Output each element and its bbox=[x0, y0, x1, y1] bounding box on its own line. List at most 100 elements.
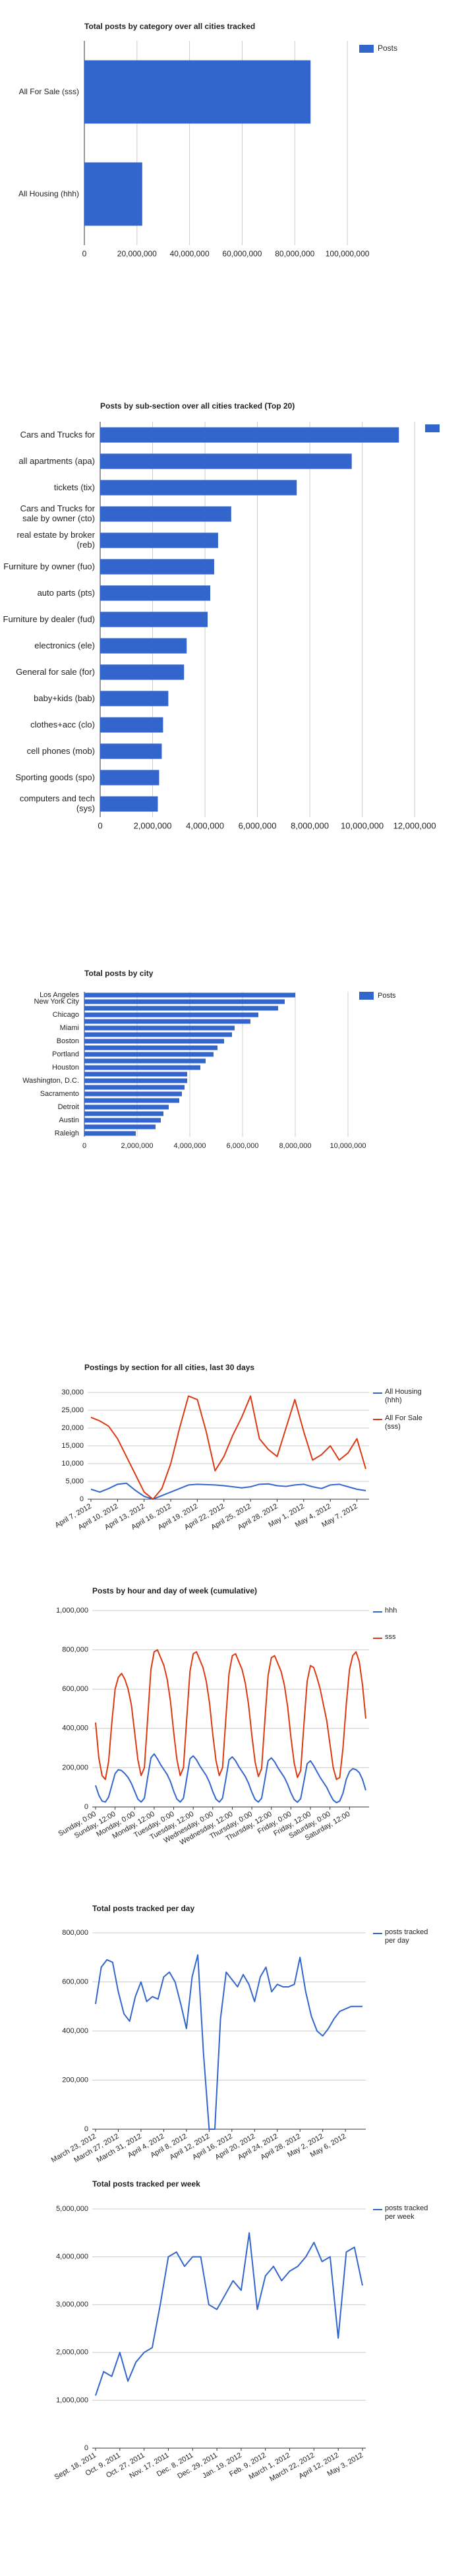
x-tick-label: 8,000,000 bbox=[291, 820, 329, 830]
y-tick-label-box: All Housing (hhh) bbox=[18, 189, 79, 198]
bar bbox=[84, 1039, 224, 1044]
x-tick-label: 2,000,000 bbox=[121, 1142, 154, 1150]
y-tick-label: Detroit bbox=[57, 1102, 79, 1111]
y-tick-label: clothes+acc (clo) bbox=[30, 719, 95, 730]
bar bbox=[84, 1124, 156, 1130]
y-tick-label: Cars and Trucks for sale by owner (cto) bbox=[20, 503, 95, 523]
y-tick-label-box: Sporting goods (spo) bbox=[15, 772, 95, 782]
legend-label-box: posts tracked per week bbox=[385, 2204, 428, 2221]
y-tick-label-box: clothes+acc (clo) bbox=[30, 719, 95, 730]
y-tick-label-box: auto parts (pts) bbox=[37, 587, 95, 598]
y-tick-label: 400,000 bbox=[62, 2027, 88, 2035]
y-tick-label: 800,000 bbox=[62, 1929, 88, 1937]
y-tick-label: auto parts (pts) bbox=[37, 587, 95, 598]
y-tick-label: electronics (ele) bbox=[34, 640, 95, 650]
x-tick-label: 60,000,000 bbox=[222, 249, 262, 258]
bar bbox=[84, 1019, 250, 1024]
y-tick-label: General for sale (for) bbox=[16, 666, 95, 677]
y-tick-label: 1,000,000 bbox=[56, 1607, 88, 1615]
bar bbox=[84, 1045, 217, 1050]
y-tick-label: 5,000,000 bbox=[56, 2205, 88, 2213]
y-tick-label: 600,000 bbox=[62, 1978, 88, 1986]
bar bbox=[100, 585, 210, 601]
legend-label-box: posts tracked per day bbox=[385, 1928, 428, 1945]
y-tick-label-box: Furniture by dealer (fud) bbox=[3, 614, 95, 624]
y-tick-label: all apartments (apa) bbox=[18, 455, 95, 466]
y-tick-label-box: Los Angeles bbox=[40, 990, 79, 999]
y-tick-label: 0 bbox=[84, 2444, 88, 2452]
line-series bbox=[95, 1954, 362, 2130]
y-tick-label: 1,000,000 bbox=[56, 2396, 88, 2404]
y-tick-label-box: tickets (tix) bbox=[53, 482, 95, 492]
y-tick-label: Houston bbox=[52, 1063, 79, 1072]
y-tick-label: Chicago bbox=[52, 1010, 79, 1019]
bar bbox=[84, 1118, 161, 1123]
y-tick-label: 10,000 bbox=[61, 1460, 84, 1468]
bar bbox=[84, 1025, 235, 1031]
y-tick-label-box: Furniture by owner (fuo) bbox=[3, 561, 95, 571]
x-tick-label: 6,000,000 bbox=[239, 820, 277, 830]
bar bbox=[84, 1098, 179, 1103]
legend-label: Posts bbox=[378, 992, 396, 1000]
y-tick-label-box: New York City bbox=[34, 998, 79, 1006]
y-tick-label: 2,000,000 bbox=[56, 2349, 88, 2357]
y-tick-label: 0 bbox=[84, 2125, 88, 2133]
y-tick-label: Boston bbox=[56, 1037, 79, 1045]
bar bbox=[100, 664, 185, 680]
y-tick-label: 3,000,000 bbox=[56, 2301, 88, 2308]
y-tick-label: 200,000 bbox=[62, 2076, 88, 2084]
y-tick-label-box: Detroit bbox=[57, 1102, 79, 1111]
legend-label: Posts bbox=[378, 43, 397, 53]
chart-title: Total posts tracked per week bbox=[92, 2179, 200, 2189]
y-tick-label: Furniture by owner (fuo) bbox=[3, 561, 95, 571]
y-tick-label: All For Sale (sss) bbox=[18, 86, 79, 96]
bar bbox=[84, 1131, 136, 1136]
x-tick-label: 8,000,000 bbox=[279, 1142, 312, 1150]
y-tick-label-box: Boston bbox=[56, 1037, 79, 1045]
x-tick-label: 0 bbox=[98, 820, 102, 830]
y-tick-label-box: cell phones (mob) bbox=[27, 746, 95, 756]
y-tick-label: Sacramento bbox=[40, 1089, 79, 1098]
chart-title: Posts by sub-section over all cities tra… bbox=[100, 401, 295, 411]
bar bbox=[84, 1052, 214, 1057]
y-tick-label: 800,000 bbox=[62, 1646, 88, 1654]
legend-swatch bbox=[359, 45, 374, 53]
bar bbox=[100, 506, 231, 522]
line-series bbox=[95, 1753, 366, 1804]
y-tick-label: computers and tech (sys) bbox=[19, 793, 95, 813]
x-tick-label: 0 bbox=[82, 249, 87, 258]
legend-label: sss bbox=[385, 1633, 396, 1641]
bar bbox=[84, 1104, 169, 1110]
bar bbox=[84, 992, 295, 998]
x-tick-label: 40,000,000 bbox=[170, 249, 210, 258]
y-tick-label: Sporting goods (spo) bbox=[15, 772, 95, 782]
y-tick-label: tickets (tix) bbox=[53, 482, 95, 492]
y-tick-label-box: all apartments (apa) bbox=[18, 455, 95, 466]
bar bbox=[100, 770, 159, 786]
y-tick-label-box: Chicago bbox=[52, 1010, 79, 1019]
x-tick-label: 20,000,000 bbox=[117, 249, 157, 258]
bar bbox=[84, 1012, 258, 1017]
legend-label: All Housing (hhh) bbox=[385, 1388, 422, 1404]
line-series bbox=[90, 1482, 366, 1500]
y-tick-label: 600,000 bbox=[62, 1685, 88, 1693]
y-tick-label: Miami bbox=[59, 1023, 79, 1032]
bar bbox=[100, 638, 187, 654]
legend-label-box: All For Sale (sss) bbox=[385, 1414, 422, 1431]
bar bbox=[84, 1091, 182, 1097]
x-tick-label: 2,000,000 bbox=[134, 820, 172, 830]
chart-title: Total posts by category over all cities … bbox=[84, 22, 255, 31]
legend-label: All For Sale (sss) bbox=[385, 1414, 422, 1431]
y-tick-label: 200,000 bbox=[62, 1763, 88, 1771]
bar bbox=[84, 162, 142, 226]
bar bbox=[100, 691, 169, 706]
y-tick-label-box: Austin bbox=[59, 1116, 79, 1124]
y-tick-label: 0 bbox=[80, 1495, 84, 1503]
bar bbox=[84, 1078, 187, 1083]
y-tick-label: Los Angeles bbox=[40, 990, 79, 999]
line-series bbox=[95, 2232, 363, 2396]
y-tick-label: 30,000 bbox=[61, 1388, 84, 1396]
bar bbox=[84, 1058, 206, 1064]
y-tick-label: Washington, D.C. bbox=[22, 1076, 79, 1085]
